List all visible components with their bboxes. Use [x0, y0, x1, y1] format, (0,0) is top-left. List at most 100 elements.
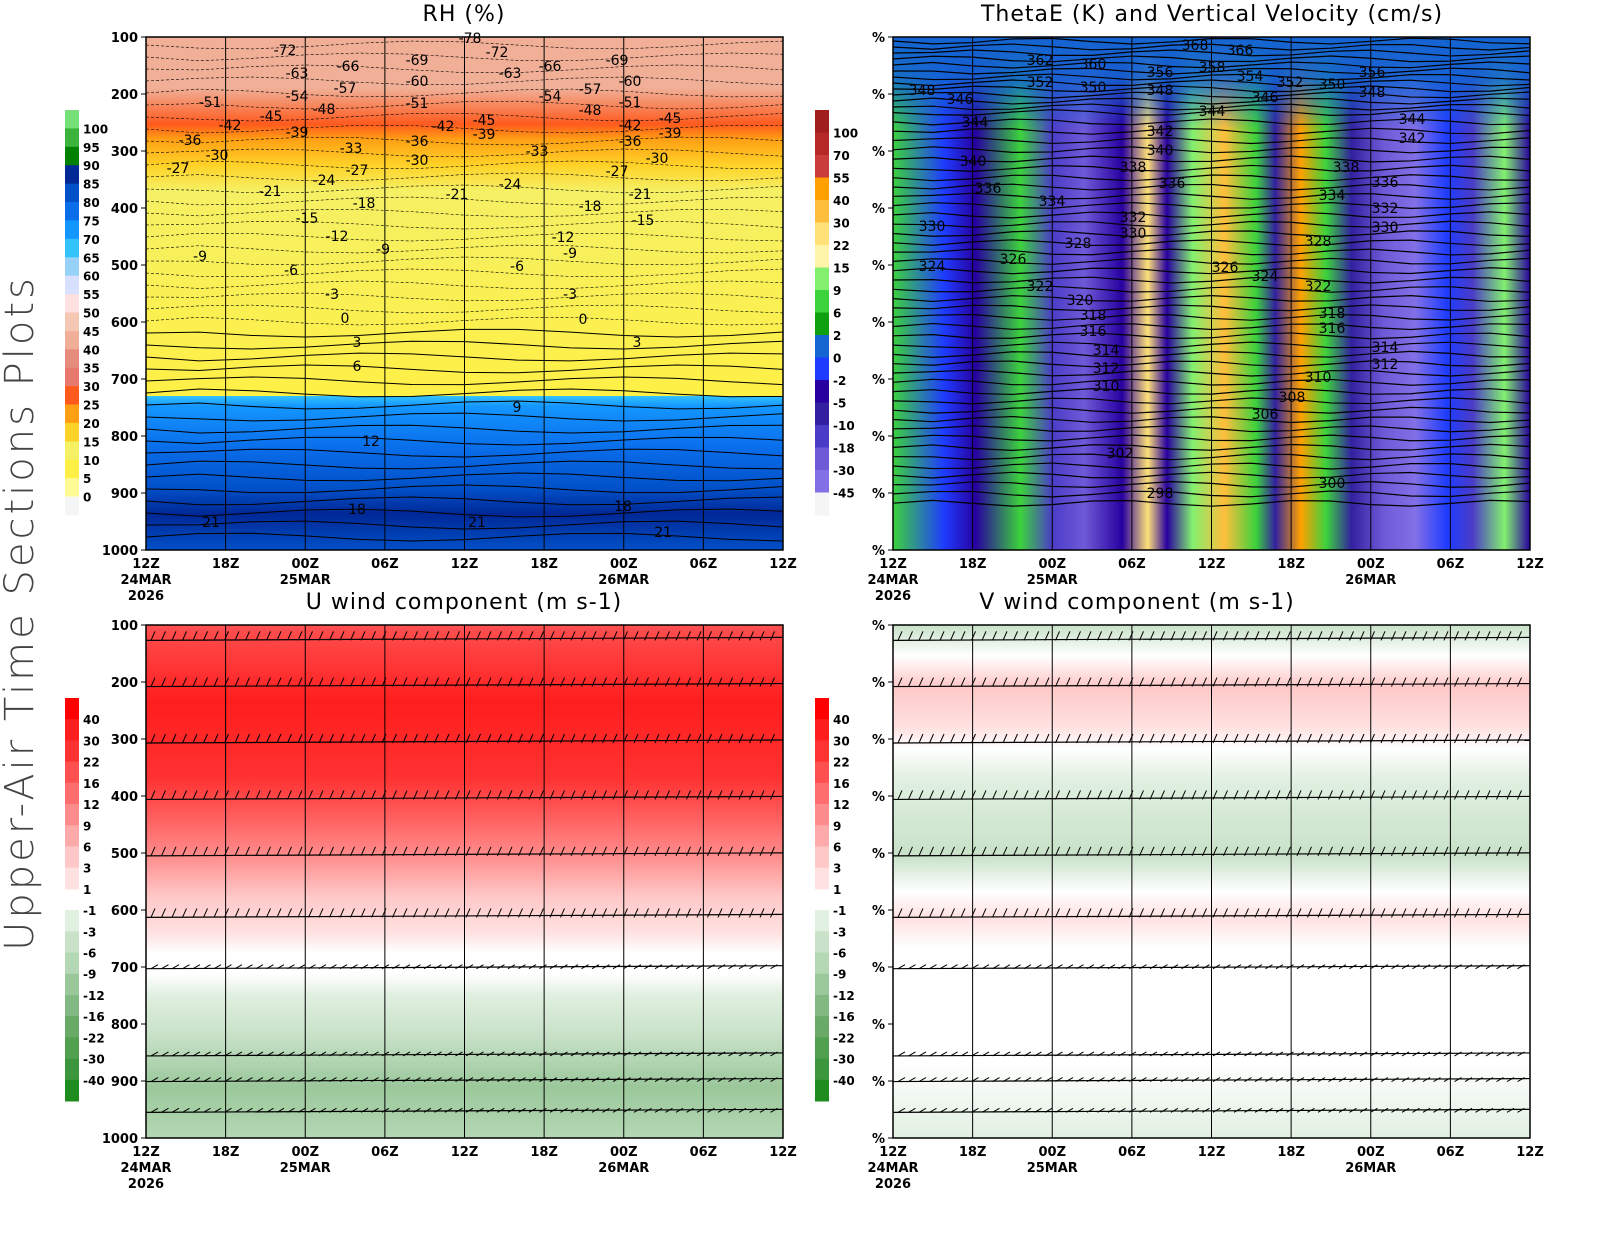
wind-barb [1359, 964, 1368, 970]
wind-barb [1233, 1107, 1242, 1113]
wind-barb [1307, 631, 1312, 641]
wind-barb [402, 908, 408, 918]
wind-barb [1454, 733, 1459, 744]
contour-label: -21 [446, 187, 469, 203]
wind-barb [908, 1077, 916, 1083]
x-tick-label: 18Z [530, 1145, 558, 1160]
colorbar-label: 22 [83, 756, 100, 770]
wind-barb [633, 677, 639, 687]
wind-barb [770, 677, 775, 687]
wind-barb [518, 677, 523, 687]
wind-barb [171, 908, 177, 918]
wind-barb [539, 1107, 547, 1113]
wind-barb [182, 733, 187, 744]
wind-barb [444, 631, 450, 641]
colorbar-label: -1 [83, 904, 96, 918]
wind-barb [1317, 631, 1323, 641]
wind-barb [476, 631, 481, 641]
colorbar-label: 70 [83, 233, 100, 247]
wind-barb [339, 1051, 348, 1057]
wind-barb [161, 733, 166, 744]
wind-barb [717, 1077, 726, 1083]
wind-barb [192, 677, 198, 687]
wind-barb [1107, 1107, 1116, 1113]
wind-barb [960, 631, 966, 641]
wind-barb [444, 733, 450, 744]
contour-label: 326 [1212, 260, 1239, 276]
wind-barb [528, 1107, 537, 1113]
wind-barb [1181, 790, 1186, 800]
x-tick-label: 18Z [1277, 1145, 1305, 1160]
wind-barb [1380, 908, 1386, 918]
colorbar-swatch [65, 1016, 79, 1038]
wind-barb [486, 631, 492, 641]
wind-barb [1223, 1107, 1231, 1113]
wind-barb [1107, 733, 1113, 744]
temperature-contour-line [145, 76, 784, 86]
wind-barb [918, 790, 924, 800]
wind-barb [549, 1077, 558, 1083]
wind-barb [1076, 964, 1084, 970]
colorbar-swatch [815, 200, 829, 223]
y-tick-label: % [872, 1018, 885, 1033]
wind-barb [1412, 790, 1417, 800]
wind-barb [1454, 1107, 1462, 1113]
wind-barb [497, 733, 502, 744]
wind-barb [497, 790, 502, 800]
wind-barb [518, 1077, 526, 1083]
wind-barb [1139, 846, 1144, 857]
wind-barb [665, 733, 670, 744]
wind-barb [560, 790, 565, 800]
colorbar-label: 0 [833, 352, 841, 366]
temperature-contour-line [145, 124, 784, 134]
wind-barb [1149, 1107, 1158, 1113]
wind-barb [1191, 908, 1197, 918]
wind-barb [1485, 733, 1491, 744]
wind-barb [1359, 733, 1365, 744]
wind-barb [1391, 1051, 1399, 1057]
wind-barb [192, 733, 198, 744]
wind-barb [1296, 964, 1305, 970]
wind-barb [276, 1051, 285, 1057]
wind-barb [1139, 964, 1147, 970]
wind-barb [1286, 908, 1291, 918]
year-label: 2026 [128, 589, 164, 604]
colorbar-label: -3 [833, 925, 846, 939]
contour-label: -36 [619, 134, 642, 150]
colorbar-label: 10 [83, 454, 100, 468]
y-tick-label: 800 [111, 430, 138, 445]
y-tick-label: % [872, 31, 885, 46]
wind-barb [476, 964, 484, 970]
wind-barb [981, 1107, 990, 1113]
wind-barb [1391, 733, 1396, 744]
wind-barb [1349, 1051, 1357, 1057]
wind-barb [591, 1107, 600, 1113]
wind-barb [686, 631, 691, 641]
wind-barb [318, 1051, 327, 1057]
y-tick-label: % [872, 487, 885, 502]
wind-barb [1380, 846, 1386, 857]
wind-barb [950, 846, 955, 857]
colorbar-label: 9 [833, 284, 841, 298]
wind-barb [266, 1107, 274, 1113]
date-label: 26MAR [1345, 1161, 1396, 1176]
wind-barb [476, 733, 481, 744]
wind-barb [1338, 1107, 1347, 1113]
wind-barb [1254, 790, 1260, 800]
wind-barb [1380, 964, 1389, 970]
wind-barb [234, 1107, 243, 1113]
contour-label: 348 [1359, 85, 1386, 101]
x-tick-label: 06Z [1437, 1145, 1465, 1160]
wind-barb [486, 846, 492, 857]
wind-barb [350, 1051, 358, 1057]
wind-barb [423, 908, 429, 918]
colorbar-swatch [815, 267, 829, 291]
wind-barb [1349, 964, 1357, 970]
wind-barb [759, 677, 765, 687]
wind-barb [297, 733, 303, 744]
wind-barb [665, 1107, 673, 1113]
wind-barb [1202, 964, 1210, 970]
wind-barb [1412, 631, 1417, 641]
wind-barb [518, 964, 526, 970]
x-tick-label: 12Z [1198, 557, 1226, 572]
